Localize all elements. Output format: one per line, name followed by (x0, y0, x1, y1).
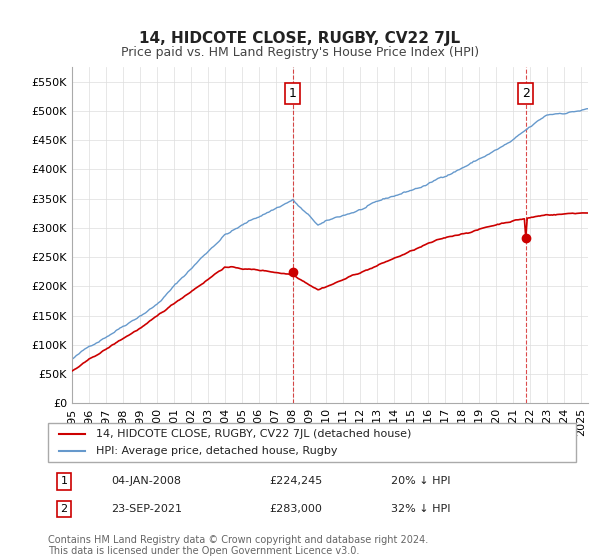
Text: 1: 1 (61, 476, 67, 486)
Text: 2: 2 (522, 87, 530, 100)
Text: 14, HIDCOTE CLOSE, RUGBY, CV22 7JL: 14, HIDCOTE CLOSE, RUGBY, CV22 7JL (139, 31, 461, 46)
Text: 04-JAN-2008: 04-JAN-2008 (112, 476, 181, 486)
Text: 23-SEP-2021: 23-SEP-2021 (112, 504, 182, 514)
Text: HPI: Average price, detached house, Rugby: HPI: Average price, detached house, Rugb… (95, 446, 337, 456)
Text: £224,245: £224,245 (270, 476, 323, 486)
Text: 1: 1 (289, 87, 296, 100)
Text: Contains HM Land Registry data © Crown copyright and database right 2024.
This d: Contains HM Land Registry data © Crown c… (48, 535, 428, 557)
Text: 2: 2 (60, 504, 67, 514)
Text: £283,000: £283,000 (270, 504, 323, 514)
Text: 32% ↓ HPI: 32% ↓ HPI (391, 504, 451, 514)
FancyBboxPatch shape (48, 423, 576, 462)
Text: Price paid vs. HM Land Registry's House Price Index (HPI): Price paid vs. HM Land Registry's House … (121, 46, 479, 59)
Text: 20% ↓ HPI: 20% ↓ HPI (391, 476, 451, 486)
Text: 14, HIDCOTE CLOSE, RUGBY, CV22 7JL (detached house): 14, HIDCOTE CLOSE, RUGBY, CV22 7JL (deta… (95, 429, 411, 439)
